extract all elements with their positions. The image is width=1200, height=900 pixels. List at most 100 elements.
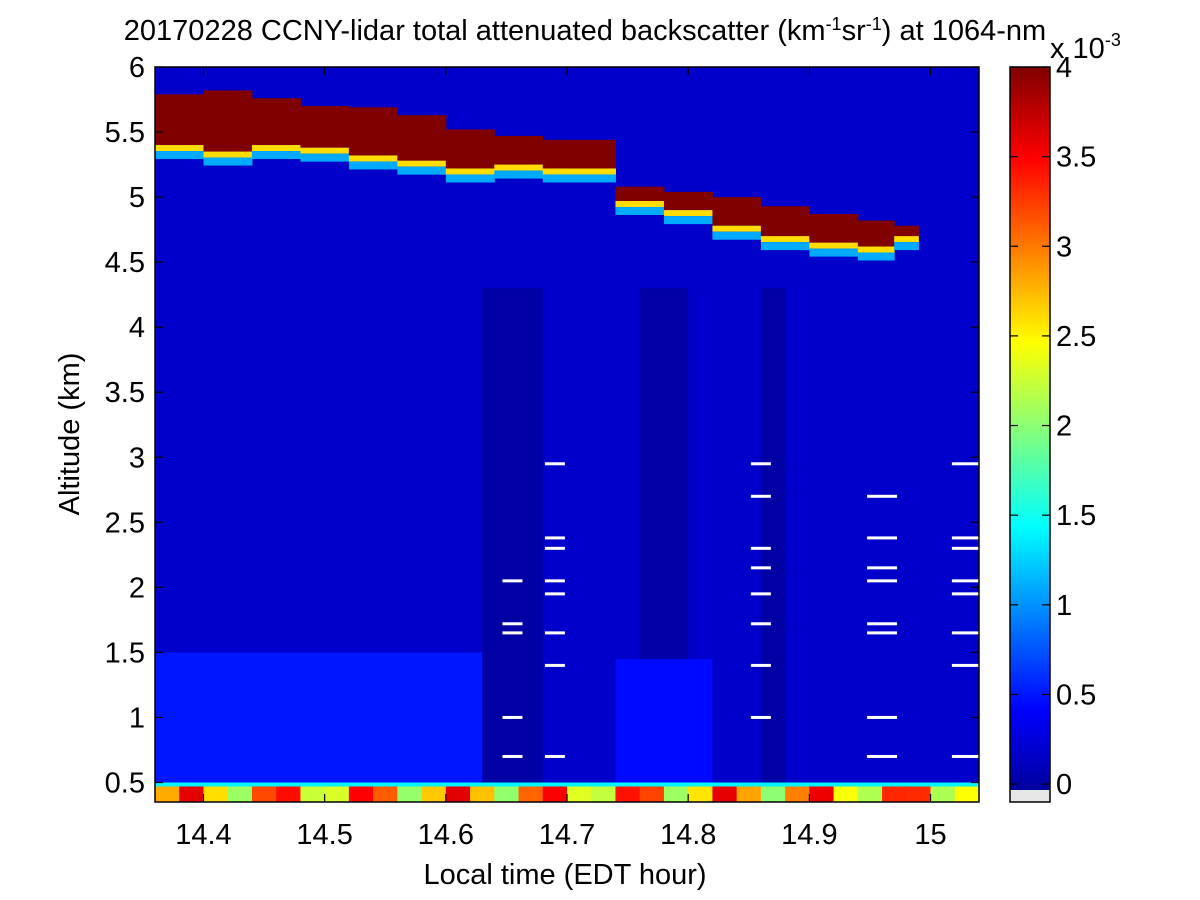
- colorbar-tick-label: 4: [1056, 52, 1072, 84]
- colorbar-nodata-swatch: [1010, 790, 1050, 802]
- title-main: 20170228 CCNY-lidar total attenuated bac…: [124, 15, 826, 47]
- surface-layer-cell: [397, 786, 423, 802]
- cloud-cell: [894, 225, 919, 237]
- y-axis-label: Altitude (km): [54, 353, 86, 516]
- missing-data-streak: [867, 754, 898, 758]
- cloud-base-edge: [615, 206, 665, 215]
- cloud-base-edge: [712, 231, 762, 240]
- x-axis-ticks: 14.4 14.5 14.6 14.7 14.8 14.9 15: [175, 67, 947, 851]
- colorbar-ticks: 0 0.5 1 1.5 2 2.5 3 3.5 4: [1010, 52, 1096, 801]
- missing-data-streak: [750, 622, 771, 626]
- missing-data-streak: [951, 536, 979, 540]
- surface-layer-cell: [809, 786, 835, 802]
- surface-layer-cell: [736, 786, 762, 802]
- colorbar-multiplier: x 10-3: [1050, 30, 1121, 65]
- surface-layer-cell: [518, 786, 544, 802]
- surface-layer-cell: [348, 786, 374, 802]
- colorbar-tick-label: 2.5: [1056, 321, 1096, 353]
- cloud-base-edge: [300, 147, 350, 154]
- cloud-base-edge: [445, 174, 495, 183]
- cloud-base-edge: [542, 168, 616, 175]
- surface-layer-cell: [421, 786, 447, 802]
- cloud-base-edge: [397, 166, 447, 175]
- cloud-cell: [300, 106, 350, 148]
- x-tick-label: 14.8: [660, 819, 716, 851]
- cloud-base-edge: [542, 174, 616, 183]
- x-tick-label: 14.9: [781, 819, 837, 851]
- boundary-layer: [615, 658, 713, 783]
- surface-layer-cell: [203, 786, 229, 802]
- colorbar-tick-label: 2: [1056, 411, 1072, 443]
- missing-data-streak: [544, 462, 565, 466]
- y-tick-label: 1.5: [105, 637, 145, 669]
- surface-layer-cell: [639, 786, 665, 802]
- colorbar-tick-label: 1: [1056, 590, 1072, 622]
- low-signal-column: [482, 288, 543, 802]
- surface-layer-cell: [155, 786, 180, 802]
- missing-data-streak: [750, 566, 771, 570]
- surface-layer-cell: [882, 786, 907, 802]
- chart-title: 20170228 CCNY-lidar total attenuated bac…: [124, 14, 1046, 47]
- x-tick-label: 14.5: [296, 819, 352, 851]
- y-tick-label: 3.5: [105, 377, 145, 409]
- cloud-cell: [494, 135, 544, 165]
- y-tick-label: 2: [129, 572, 145, 604]
- cloud-base-edge: [203, 151, 253, 158]
- cloud-cell: [397, 115, 447, 161]
- x-tick-label: 14.7: [539, 819, 595, 851]
- missing-data-streak: [867, 494, 898, 498]
- surface-layer-cell: [712, 786, 738, 802]
- y-tick-label: 0.5: [105, 767, 145, 799]
- cloud-cell: [155, 94, 204, 146]
- y-tick-label: 5: [129, 182, 145, 214]
- missing-data-streak: [951, 546, 979, 550]
- cloud-cell: [663, 191, 713, 211]
- missing-data-streak: [502, 631, 523, 635]
- missing-data-streak: [544, 631, 565, 635]
- surface-layer-cell: [785, 786, 810, 802]
- cloud-base-edge: [445, 168, 495, 175]
- surface-layer-edge: [155, 782, 979, 787]
- cloud-cell: [542, 139, 616, 169]
- colorbar-tick-label: 3: [1056, 231, 1072, 263]
- cloud-cell: [809, 214, 859, 243]
- missing-data-streak: [544, 663, 565, 667]
- cloud-base-edge: [203, 157, 253, 166]
- surface-layer-cell: [227, 786, 253, 802]
- cloud-base-edge: [251, 151, 301, 160]
- x-tick-label: 14.6: [418, 819, 474, 851]
- cloud-base-edge: [894, 242, 919, 251]
- y-tick-label: 2.5: [105, 507, 145, 539]
- cloud-cell: [203, 90, 253, 152]
- colorbar-tick-label: 0.5: [1056, 679, 1096, 711]
- surface-layer-cell: [930, 786, 956, 802]
- surface-layer-cell: [470, 786, 495, 802]
- missing-data-streak: [750, 462, 771, 466]
- surface-layer-cell: [857, 786, 883, 802]
- colorbar-multiplier-exp: -3: [1105, 30, 1121, 50]
- cloud-base-edge: [494, 170, 544, 179]
- cloud-cell: [760, 206, 810, 237]
- surface-layer-cell: [300, 786, 326, 802]
- surface-layer-cell: [494, 786, 520, 802]
- cloud-base-edge: [155, 151, 204, 160]
- cloud-base-edge: [760, 242, 810, 251]
- missing-data-streak: [502, 754, 523, 758]
- missing-data-streak: [502, 579, 523, 583]
- missing-data-streak: [951, 663, 979, 667]
- cloud-base-edge: [615, 200, 665, 207]
- surface-layer-cell: [324, 786, 350, 802]
- surface-layer-cell: [760, 786, 786, 802]
- colorbar-tick-label: 1.5: [1056, 500, 1096, 532]
- missing-data-streak: [750, 715, 771, 719]
- missing-data-streak: [951, 462, 979, 466]
- title-sup1: -1: [826, 14, 842, 34]
- cloud-base-edge: [857, 246, 895, 253]
- missing-data-streak: [544, 754, 565, 758]
- missing-data-streak: [951, 592, 979, 596]
- missing-data-streak: [867, 536, 898, 540]
- missing-data-streak: [544, 546, 565, 550]
- cloud-base-edge: [712, 225, 762, 232]
- y-tick-label: 6: [129, 52, 145, 84]
- cloud-base-edge: [155, 145, 204, 152]
